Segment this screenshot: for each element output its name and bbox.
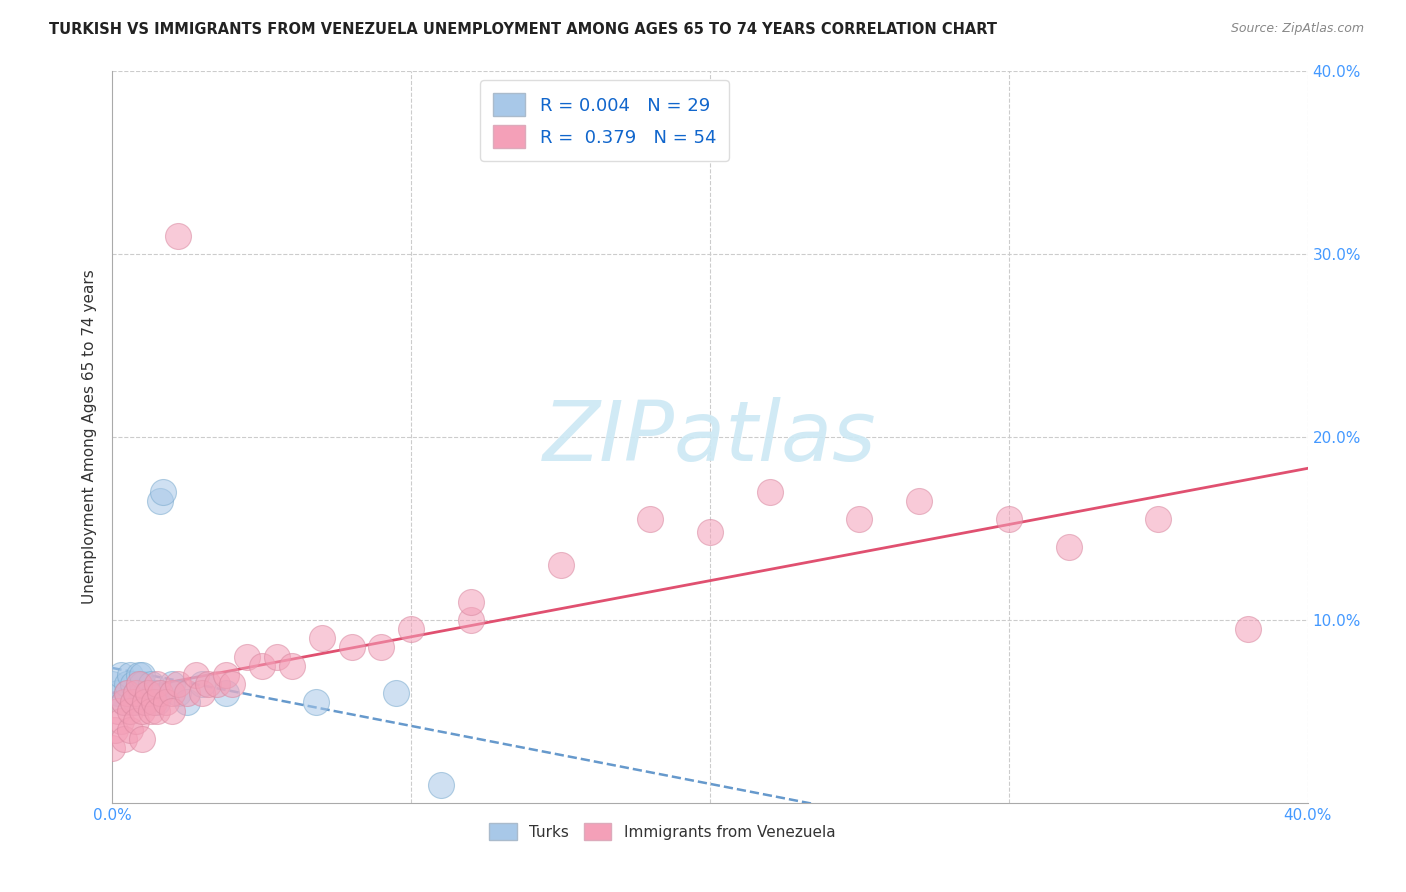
Point [125,686,148,700]
Point [640,512,662,526]
Point [305,695,328,709]
Point [141,677,163,691]
Point [340,640,363,655]
Point [117,686,139,700]
Point [138,686,160,700]
Point [162,677,183,691]
Point [104,723,127,737]
Legend: Turks, Immigrants from Venezuela: Turks, Immigrants from Venezuela [484,816,841,847]
Text: TURKISH VS IMMIGRANTS FROM VENEZUELA UNEMPLOYMENT AMONG AGES 65 TO 74 YEARS CORR: TURKISH VS IMMIGRANTS FROM VENEZUELA UNE… [49,22,997,37]
Point [131,667,153,681]
Point [186,667,208,681]
Text: ZIPatlas: ZIPatlas [543,397,877,477]
Point [460,613,482,627]
Point [117,686,139,700]
Point [125,695,148,709]
Point [167,229,190,244]
Point [699,525,721,540]
Point [167,686,190,700]
Point [146,677,169,691]
Point [176,695,198,709]
Point [162,705,183,719]
Point [152,485,174,500]
Point [107,705,129,719]
Text: Source: ZipAtlas.com: Source: ZipAtlas.com [1230,22,1364,36]
Point [146,695,169,709]
Point [155,695,177,709]
Point [134,695,156,709]
Point [221,677,243,691]
Point [205,677,228,691]
Point [120,705,142,719]
Point [134,695,156,709]
Point [101,677,124,691]
Point [114,695,135,709]
Point [430,778,453,792]
Point [167,677,190,691]
Point [117,677,139,691]
Point [176,686,198,700]
Point [191,677,214,691]
Point [131,705,153,719]
Y-axis label: Unemployment Among Ages 65 to 74 years: Unemployment Among Ages 65 to 74 years [82,269,97,605]
Point [191,686,214,700]
Point [1237,622,1260,636]
Point [311,632,333,646]
Point [101,740,124,755]
Point [110,714,132,728]
Point [125,714,148,728]
Point [146,705,169,719]
Point [236,649,259,664]
Point [131,731,153,746]
Point [385,686,408,700]
Point [125,686,148,700]
Point [197,677,219,691]
Point [215,667,238,681]
Point [908,494,931,508]
Point [266,649,288,664]
Point [143,686,166,700]
Point [1147,512,1170,526]
Point [149,494,172,508]
Point [110,667,132,681]
Point [131,677,153,691]
Point [1057,540,1080,554]
Point [281,658,304,673]
Point [401,622,423,636]
Point [550,558,572,573]
Point [370,640,392,655]
Point [122,695,145,709]
Point [848,512,870,526]
Point [138,686,160,700]
Point [141,705,163,719]
Point [128,667,150,681]
Point [460,594,482,608]
Point [107,686,129,700]
Point [128,677,150,691]
Point [162,686,183,700]
Point [149,686,172,700]
Point [250,658,273,673]
Point [215,686,238,700]
Point [114,731,135,746]
Point [120,723,142,737]
Point [759,485,782,500]
Point [131,686,153,700]
Point [114,695,135,709]
Point [120,667,142,681]
Point [143,695,166,709]
Point [998,512,1021,526]
Point [122,677,145,691]
